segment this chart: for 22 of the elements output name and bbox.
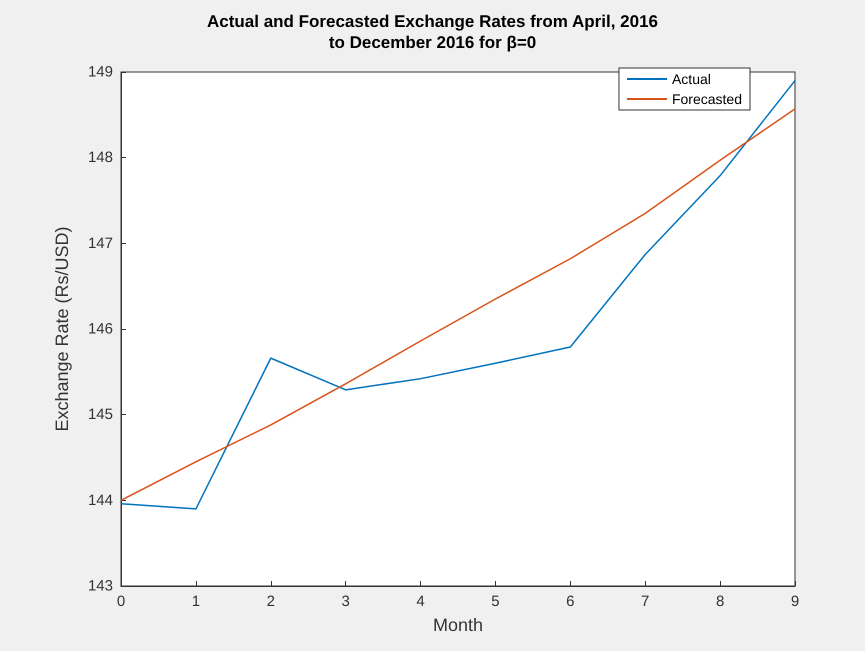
y-tick-label: 146	[88, 320, 113, 338]
y-tick-label: 144	[88, 492, 113, 509]
legend-label: Actual	[672, 71, 711, 87]
x-tick-label: 7	[641, 593, 650, 610]
x-tick-label: 3	[341, 593, 350, 610]
y-tick-label: 148	[88, 149, 113, 166]
x-tick-label: 1	[192, 593, 200, 610]
legend-label: Forecasted	[672, 91, 742, 107]
x-tick-label: 6	[566, 593, 575, 610]
y-tick-label: 147	[88, 234, 113, 252]
chart-title: Actual and Forecasted Exchange Rates from April, 2016 to December 2016 for β=0	[207, 12, 658, 52]
x-tick-label: 8	[716, 593, 724, 610]
x-tick-label: 9	[790, 593, 800, 610]
x-tick-label: 2	[266, 593, 275, 610]
y-tick-label: 143	[88, 578, 113, 594]
y-axis-title: Exchange Rate (Rs/USD)	[52, 226, 72, 432]
y-tick-label: 149	[88, 64, 113, 80]
x-axis-title: Month	[432, 615, 484, 635]
x-tick-label: 0	[116, 593, 126, 610]
y-tick-label: 145	[88, 406, 113, 424]
x-tick-label: 5	[491, 593, 500, 610]
x-tick-label: 4	[416, 593, 425, 610]
